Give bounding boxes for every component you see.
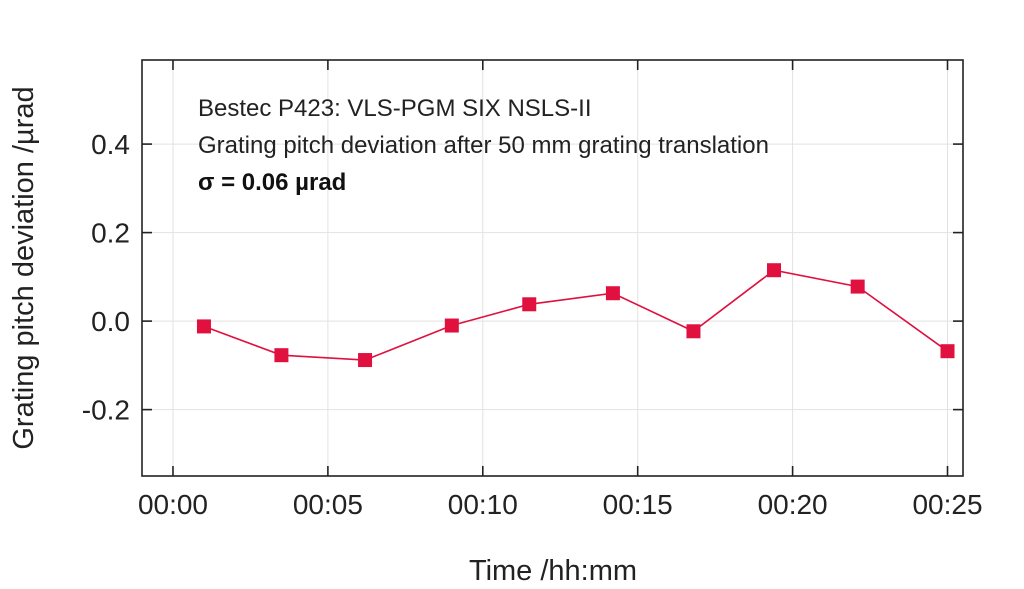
- data-point: [767, 263, 782, 278]
- x-tick-label: 00:05: [293, 489, 363, 520]
- data-point: [196, 319, 211, 334]
- y-tick-label: 0.2: [91, 218, 130, 249]
- data-point: [686, 324, 701, 339]
- series: [196, 263, 955, 368]
- grid: [142, 60, 963, 476]
- x-axis-title: Time /hh:mm: [469, 555, 637, 587]
- y-axis-title: Grating pitch deviation /µrad: [8, 86, 40, 449]
- data-point: [274, 348, 289, 363]
- series-line: [203, 269, 948, 361]
- data-point: [444, 318, 459, 333]
- y-tick-label: 0.0: [91, 306, 130, 337]
- data-point: [605, 286, 620, 301]
- x-tick-label: 00:15: [603, 489, 673, 520]
- y-tick-label: -0.2: [82, 395, 130, 426]
- data-point: [940, 344, 955, 359]
- data-point: [850, 279, 865, 294]
- x-tick-label: 00:10: [448, 489, 518, 520]
- x-tick-label: 00:20: [758, 489, 828, 520]
- plot-frame: [141, 59, 964, 477]
- annotation-subtitle: Grating pitch deviation after 50 mm grat…: [198, 132, 769, 159]
- annotation-sigma: σ = 0.06 µrad: [198, 169, 346, 196]
- data-point: [358, 353, 373, 368]
- x-tick-label: 00:00: [138, 489, 208, 520]
- data-point: [522, 297, 537, 312]
- ticks: 00:00 00:05 00:10 00:15 00:20 00:25 -0.2 0.0 0.2…: [82, 60, 983, 520]
- x-tick-label: 00:25: [912, 489, 982, 520]
- y-tick-label: 0.4: [91, 129, 130, 160]
- annotation-title: Bestec P423: VLS-PGM SIX NSLS-II: [198, 95, 592, 122]
